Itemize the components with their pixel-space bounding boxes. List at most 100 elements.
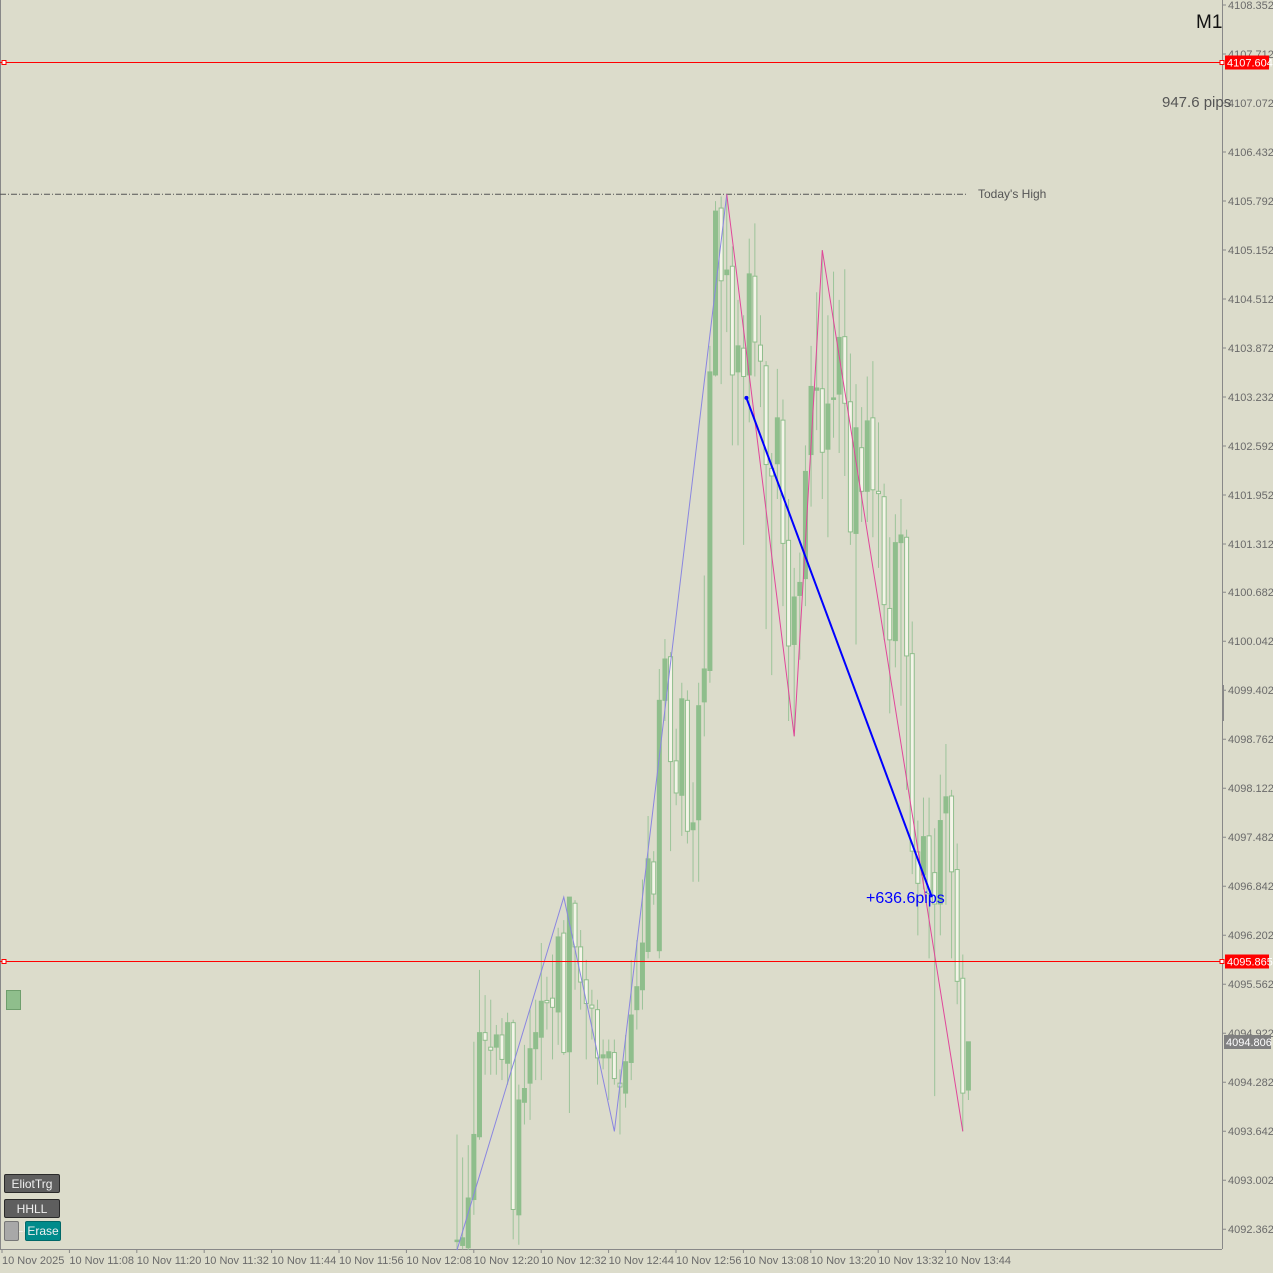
candle-body-bull <box>521 1088 527 1103</box>
erase-button[interactable]: Erase <box>25 1221 61 1241</box>
candle-body-bull <box>505 1022 511 1064</box>
candle-body-bear <box>757 344 763 362</box>
candle-body-bear <box>960 977 966 1094</box>
candle-body-bear <box>904 536 910 657</box>
candle <box>701 575 707 737</box>
candle-body-bull <box>656 699 662 952</box>
candle <box>566 896 572 1114</box>
x-tick-label: 10 Nov 11:56 <box>339 1255 404 1267</box>
x-tick-label: 10 Nov 13:08 <box>743 1255 808 1267</box>
candle <box>673 728 679 806</box>
candle <box>960 954 966 1132</box>
candle-body-bull <box>825 403 831 450</box>
zigzag-up-line <box>456 194 728 1251</box>
todays-high-label: Today's High <box>978 187 1047 201</box>
candle <box>634 939 640 1030</box>
x-tick-label: 10 Nov 12:20 <box>474 1255 539 1267</box>
candle-body-bear <box>842 336 848 404</box>
candle <box>864 376 870 522</box>
hhll-lhhl-button[interactable]: HHLL LHHL <box>4 1199 60 1235</box>
candle-body-bull <box>623 1061 629 1094</box>
candle <box>763 361 769 630</box>
x-tick-label: 10 Nov 2025 <box>2 1255 64 1267</box>
x-tick-label: 10 Nov 11:44 <box>272 1255 337 1267</box>
candle-body-bull <box>471 1133 477 1201</box>
candle-body-bull <box>645 858 651 952</box>
candle-body-bear <box>544 999 550 1004</box>
y-tick-label: 4107.072 <box>1228 98 1273 110</box>
candle <box>679 682 685 836</box>
candle-body-bull <box>814 387 820 391</box>
x-tick-label: 10 Nov 12:08 <box>406 1255 471 1267</box>
y-tick-label: 4096.842 <box>1228 881 1273 893</box>
candle <box>684 690 690 844</box>
y-tick-label: 4103.872 <box>1228 343 1273 355</box>
candle-body-bull <box>516 1099 522 1216</box>
candle-body-bear <box>729 265 735 376</box>
candle-body-bull <box>791 596 797 645</box>
candle-body-bull <box>892 542 898 642</box>
candle <box>493 1024 499 1075</box>
candle <box>774 368 780 499</box>
candle <box>909 621 915 875</box>
candle-body-bull <box>600 1054 606 1059</box>
candle-body-bull <box>864 420 870 492</box>
candle <box>808 345 814 507</box>
price-label-bg <box>1225 954 1269 969</box>
candle-body-bear <box>870 417 876 491</box>
candle <box>533 999 539 1081</box>
candle-body-bear <box>482 1032 488 1041</box>
measure-start-handle <box>744 395 749 400</box>
candle-body-bear <box>673 760 679 794</box>
candle-body-bull <box>634 986 640 1011</box>
y-tick-label: 4105.152 <box>1228 245 1273 257</box>
y-tick-label: 4093.002 <box>1228 1175 1273 1187</box>
candle <box>881 483 887 640</box>
candle <box>876 422 881 568</box>
candle-body-bull <box>831 397 837 400</box>
candle <box>814 292 820 431</box>
candle-body-bull <box>533 1032 539 1050</box>
candle <box>724 194 730 333</box>
y-tick-label: 4095.562 <box>1228 979 1273 991</box>
y-tick-label: 4100.682 <box>1228 587 1273 599</box>
candle-body-bull <box>454 1239 460 1243</box>
candle-body-bull <box>538 1000 544 1038</box>
candle <box>465 1145 471 1251</box>
candle <box>454 1134 460 1250</box>
candle-body-bull <box>965 1041 971 1091</box>
candle-body-bull <box>679 698 685 796</box>
candle-body-bull <box>943 796 949 814</box>
candle-body-bear <box>741 347 747 377</box>
eliot-trigger-button[interactable]: EliotTrg <box>4 1174 60 1193</box>
candle <box>645 815 651 959</box>
y-tick-label: 4101.312 <box>1228 539 1273 551</box>
candle-body-bear <box>595 1009 600 1059</box>
chart-scroll-marker[interactable] <box>1222 685 1224 721</box>
candle-body-bear <box>668 656 674 763</box>
candle <box>651 851 657 905</box>
candle-body-bear <box>932 872 938 905</box>
candle-body-bull <box>701 668 707 703</box>
x-tick-label: 10 Nov 13:32 <box>878 1255 943 1267</box>
candle-body-bull <box>802 470 808 580</box>
candle-body-bull <box>937 820 943 905</box>
line-handle-left <box>1 60 7 65</box>
candle-body-bull <box>628 1014 634 1063</box>
candle-body-bull <box>898 534 904 544</box>
color-toggle-button[interactable] <box>4 1221 19 1241</box>
candle-body-bull <box>853 427 859 534</box>
timeframe-label: M1 <box>1196 12 1223 33</box>
candle-body-bear <box>763 365 769 466</box>
candle <box>595 999 600 1085</box>
candle <box>499 1018 505 1081</box>
line-handle-right <box>1219 959 1225 964</box>
candle <box>802 445 808 607</box>
candle <box>623 1034 629 1108</box>
horizontal-line-price-label: 4095.865 <box>1227 957 1273 969</box>
candle <box>544 976 550 1030</box>
candle <box>965 1041 971 1100</box>
candle-body-bull <box>493 1034 499 1048</box>
y-tick-label: 4093.642 <box>1228 1126 1273 1138</box>
